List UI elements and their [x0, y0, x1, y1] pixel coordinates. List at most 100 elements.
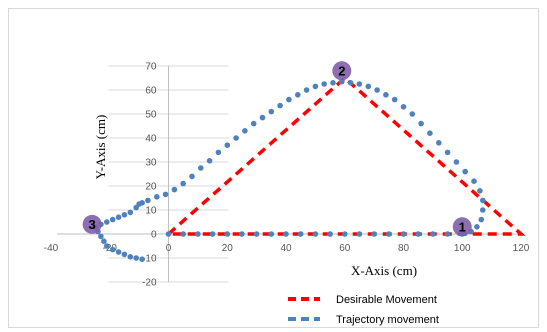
y-tick-label: 10 — [145, 206, 157, 217]
trajectory-point — [312, 231, 319, 237]
trajectory-point — [386, 231, 392, 237]
trajectory-point — [121, 251, 128, 258]
trajectory-point — [268, 231, 275, 237]
trajectory-point — [127, 209, 134, 216]
trajectory-point — [321, 81, 328, 87]
y-tick-label: 50 — [145, 110, 157, 121]
trajectory-point — [356, 231, 363, 237]
trajectory-point — [121, 212, 128, 218]
trajectory-point — [109, 216, 116, 223]
trajectory-point — [480, 207, 486, 213]
trajectory-point — [250, 120, 257, 127]
marker-label-1: 1 — [459, 219, 466, 234]
trajectory-point — [383, 92, 389, 98]
trajectory-point — [104, 243, 110, 249]
trajectory-point — [206, 158, 213, 164]
trajectory-point — [303, 87, 310, 93]
trajectory-point — [286, 96, 292, 103]
trajectory-point — [400, 104, 407, 110]
trajectory-point — [312, 83, 319, 90]
trajectory-point — [418, 120, 424, 127]
trajectory-point — [283, 231, 289, 237]
trajectory-point — [477, 188, 483, 194]
legend-label-desirable: Desirable Movement — [336, 294, 437, 306]
tick-labels: -20 -10 0 10 20 30 40 50 60 70 -40 -20 0 20 40 60 80 100 1… — [44, 62, 530, 289]
trajectory-point — [109, 246, 116, 253]
trajectory-point — [268, 108, 275, 115]
trajectory-point — [478, 216, 485, 223]
trajectory-point — [444, 231, 451, 237]
trajectory-point — [253, 231, 260, 237]
trajectory-point — [224, 142, 231, 148]
trajectory-point — [347, 80, 354, 86]
trajectory-point — [215, 149, 222, 156]
x-tick-label: 80 — [398, 243, 410, 254]
trajectory-point — [427, 130, 433, 136]
trajectory-point — [180, 180, 186, 187]
trajectory-point — [233, 135, 239, 141]
trajectory-point — [209, 231, 216, 237]
trajectory-point — [115, 214, 122, 220]
y-tick-label: 70 — [145, 62, 157, 73]
y-tick-label: 0 — [151, 230, 157, 241]
trajectory-point — [327, 231, 333, 237]
trajectory-point — [198, 165, 204, 171]
trajectory-point — [371, 231, 377, 237]
marker-label-2: 2 — [338, 63, 345, 78]
trajectory-point — [101, 238, 107, 244]
trajectory-point — [189, 173, 195, 180]
trajectory-point — [277, 102, 283, 109]
trajectory-point — [391, 96, 398, 103]
trajectory-point — [224, 231, 231, 237]
trajectory-point — [342, 231, 348, 237]
x-tick-label: 20 — [222, 243, 234, 254]
trajectory-point — [453, 159, 460, 165]
trajectory-point — [171, 186, 178, 193]
legend: Desirable Movement Trajectory movement — [288, 294, 439, 326]
trajectory-point — [195, 231, 201, 237]
trajectory-point — [297, 231, 304, 237]
trajectory-point — [339, 78, 345, 85]
trajectory-point — [356, 81, 363, 87]
trajectory-point — [471, 178, 477, 184]
marker-circle-1 — [452, 217, 472, 237]
trajectory-point — [365, 83, 372, 90]
series-desirable-line — [167, 75, 526, 236]
x-tick-label: 60 — [339, 243, 351, 254]
trajectory-point — [474, 224, 480, 230]
marker-label-3: 3 — [89, 217, 96, 232]
trajectory-point — [242, 128, 248, 134]
y-tick-label: -20 — [142, 278, 157, 289]
trajectory-point — [400, 231, 407, 237]
series-layer — [92, 75, 526, 262]
y-tick-label: 30 — [145, 158, 157, 169]
trajectory-point — [104, 219, 110, 225]
trajectory-point — [139, 256, 145, 262]
trajectory-point — [295, 92, 301, 98]
x-tick-label: 120 — [513, 243, 530, 254]
trajectory-point — [480, 197, 486, 204]
y-tick-label: 20 — [145, 182, 157, 193]
trajectory-point — [127, 254, 134, 260]
trajectory-point — [133, 255, 139, 261]
x-tick-label: 0 — [166, 243, 172, 254]
trajectory-point — [409, 111, 416, 117]
x-axis-title: X-Axis (cm) — [351, 263, 417, 278]
y-tick-label: 40 — [145, 134, 157, 145]
trajectory-point — [133, 204, 139, 211]
trajectory-point — [415, 231, 422, 237]
markers-layer: 1 2 3 — [82, 61, 472, 237]
trajectory-point — [330, 80, 336, 86]
marker-circle-2 — [332, 61, 352, 81]
scatter-chart: -20 -10 0 10 20 30 40 50 60 70 -40 -20 0 20 40 60 80 100 1… — [44, 61, 530, 326]
y-tick-label: -10 — [142, 254, 157, 265]
trajectory-point — [430, 231, 436, 237]
trajectory-point — [180, 231, 186, 237]
x-tick-label: 100 — [454, 243, 471, 254]
y-tick-label: 60 — [145, 86, 157, 97]
trajectory-point — [165, 231, 172, 237]
chart-frame: -20 -10 0 10 20 30 40 50 60 70 -40 -20 0 20 40 60 80 100 1… — [8, 8, 539, 328]
x-tick-label: -40 — [44, 243, 59, 254]
trajectory-point — [259, 114, 266, 121]
trajectory-point — [436, 140, 442, 146]
